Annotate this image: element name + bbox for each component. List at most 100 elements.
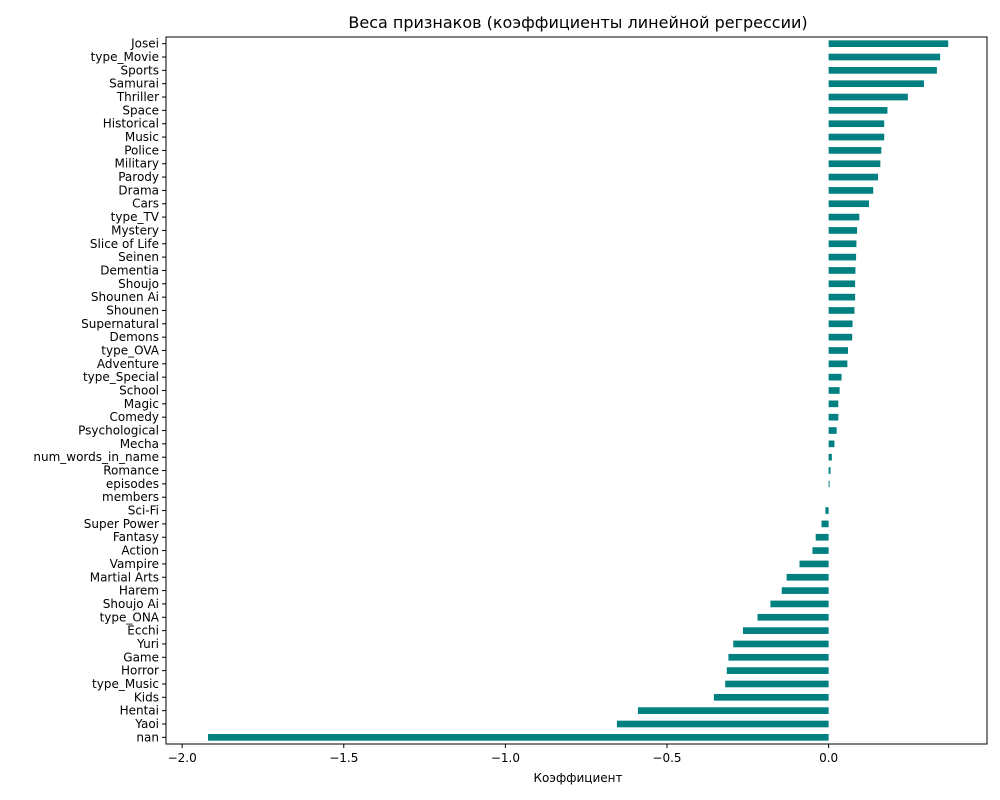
y-tick-label: Martial Arts (90, 570, 159, 584)
bar-episodes (828, 480, 830, 488)
y-tick-label: Cars (132, 197, 159, 211)
bar-music (828, 133, 885, 141)
bar-type-tv (828, 213, 860, 221)
y-tick-label: Vampire (110, 557, 159, 571)
y-tick-label: Seinen (118, 250, 159, 264)
y-tick-label: Sports (121, 63, 159, 77)
bar-seinen (828, 253, 857, 261)
y-tick-label: Action (121, 544, 159, 558)
bar-police (828, 147, 882, 154)
y-tick-label: Sci-Fi (128, 504, 159, 518)
y-tick-label: Harem (119, 584, 159, 598)
bar-type-music (725, 680, 829, 688)
bar-magic (828, 400, 839, 408)
y-tick-label: Game (123, 650, 159, 664)
y-tick-label: Shoujo Ai (103, 597, 159, 611)
bar-type-special (828, 373, 842, 381)
bar-space (828, 107, 888, 114)
bar-ecchi (742, 627, 829, 634)
x-ticks: −2.0 −1.5 −1.0 −0.5 0.0 (168, 744, 838, 765)
bar-kids (713, 693, 829, 701)
bar-slice-of-life (828, 240, 857, 248)
bar-shounen (828, 307, 855, 314)
y-tick-label: School (119, 384, 159, 398)
plot-frame (165, 36, 988, 745)
bar-mecha (828, 440, 835, 448)
bar-supernatural (828, 320, 853, 328)
y-tick-label: type_Music (92, 677, 159, 691)
x-tick-label: −1.0 (491, 751, 520, 765)
bar-school (828, 387, 840, 394)
y-tick-label: Yaoi (134, 717, 159, 731)
y-tick-label: Music (125, 130, 159, 144)
y-tick-label: Shounen Ai (91, 290, 159, 304)
chart-title: Веса признаков (коэффициенты линейной ре… (348, 13, 807, 32)
bar-action (812, 547, 829, 554)
y-tick-label: nan (136, 730, 159, 744)
bar-type-ona (757, 613, 829, 621)
y-tick-label: Thriller (116, 90, 159, 104)
bar-yaoi (616, 720, 829, 728)
y-tick-label: Space (122, 103, 159, 117)
bar-thriller (828, 93, 908, 101)
y-tick-label: Psychological (78, 424, 159, 438)
y-tick-label: Shoujo (118, 277, 159, 291)
y-tick-label: episodes (106, 477, 159, 491)
y-tick-label: Historical (103, 117, 159, 131)
y-tick-label: type_ONA (100, 610, 160, 624)
y-tick-label: type_OVA (101, 343, 159, 357)
y-tick-label: Romance (103, 464, 159, 478)
y-tick-label: Military (115, 157, 159, 171)
x-tick-label: −2.0 (168, 751, 197, 765)
bar-harem (781, 587, 829, 594)
bar-martial-arts (786, 573, 829, 581)
bar-comedy (828, 413, 839, 421)
bar-drama (828, 187, 874, 194)
y-tick-label: Super Power (84, 517, 159, 531)
bar-nan (208, 733, 829, 741)
x-tick-label: −0.5 (652, 751, 681, 765)
y-tick-label: Ecchi (127, 624, 159, 638)
y-tick-label: members (102, 490, 159, 504)
bar-romance (828, 467, 831, 474)
bar-samurai (828, 80, 924, 88)
y-tick-label: Police (124, 143, 159, 157)
y-tick-label: type_Movie (91, 50, 159, 64)
y-tick-label: num_words_in_name (33, 450, 159, 464)
y-tick-label: Drama (118, 183, 159, 197)
y-tick-label: Hentai (120, 704, 159, 718)
bar-mystery (828, 227, 858, 234)
bar-type-movie (828, 53, 941, 61)
bar-historical (828, 120, 885, 128)
y-tick-label: Horror (121, 664, 159, 678)
y-tick-label: type_TV (111, 210, 160, 224)
bar-shounen-ai (828, 293, 856, 301)
y-tick-label: Fantasy (113, 530, 159, 544)
x-tick-label: −1.5 (329, 751, 358, 765)
bar-adventure (828, 360, 848, 368)
y-tick-label: Supernatural (81, 317, 159, 331)
bars-group (208, 40, 949, 741)
y-tick-label: Mecha (120, 437, 159, 451)
bar-hentai (637, 707, 829, 714)
bar-yuri (733, 640, 829, 648)
bar-psychological (828, 427, 837, 434)
y-tick-label: Kids (134, 690, 159, 704)
bar-fantasy (815, 533, 829, 541)
bar-shoujo (828, 280, 856, 288)
y-tick-label: Shounen (106, 303, 159, 317)
bar-num-words-in-name (828, 453, 832, 461)
bar-sports (828, 67, 937, 74)
y-tick-labels: Joseitype_MovieSportsSamuraiThrillerSpac… (33, 37, 166, 744)
bar-cars (828, 200, 870, 208)
bar-parody (828, 173, 879, 181)
bar-sci-fi (825, 507, 829, 514)
bar-military (828, 160, 881, 168)
y-tick-label: Slice of Life (90, 237, 159, 251)
bar-dementia (828, 267, 856, 274)
bar-shoujo-ai (770, 600, 829, 608)
y-tick-label: Magic (124, 397, 159, 411)
y-tick-label: Comedy (109, 410, 159, 424)
y-tick-label: Dementia (100, 263, 159, 277)
